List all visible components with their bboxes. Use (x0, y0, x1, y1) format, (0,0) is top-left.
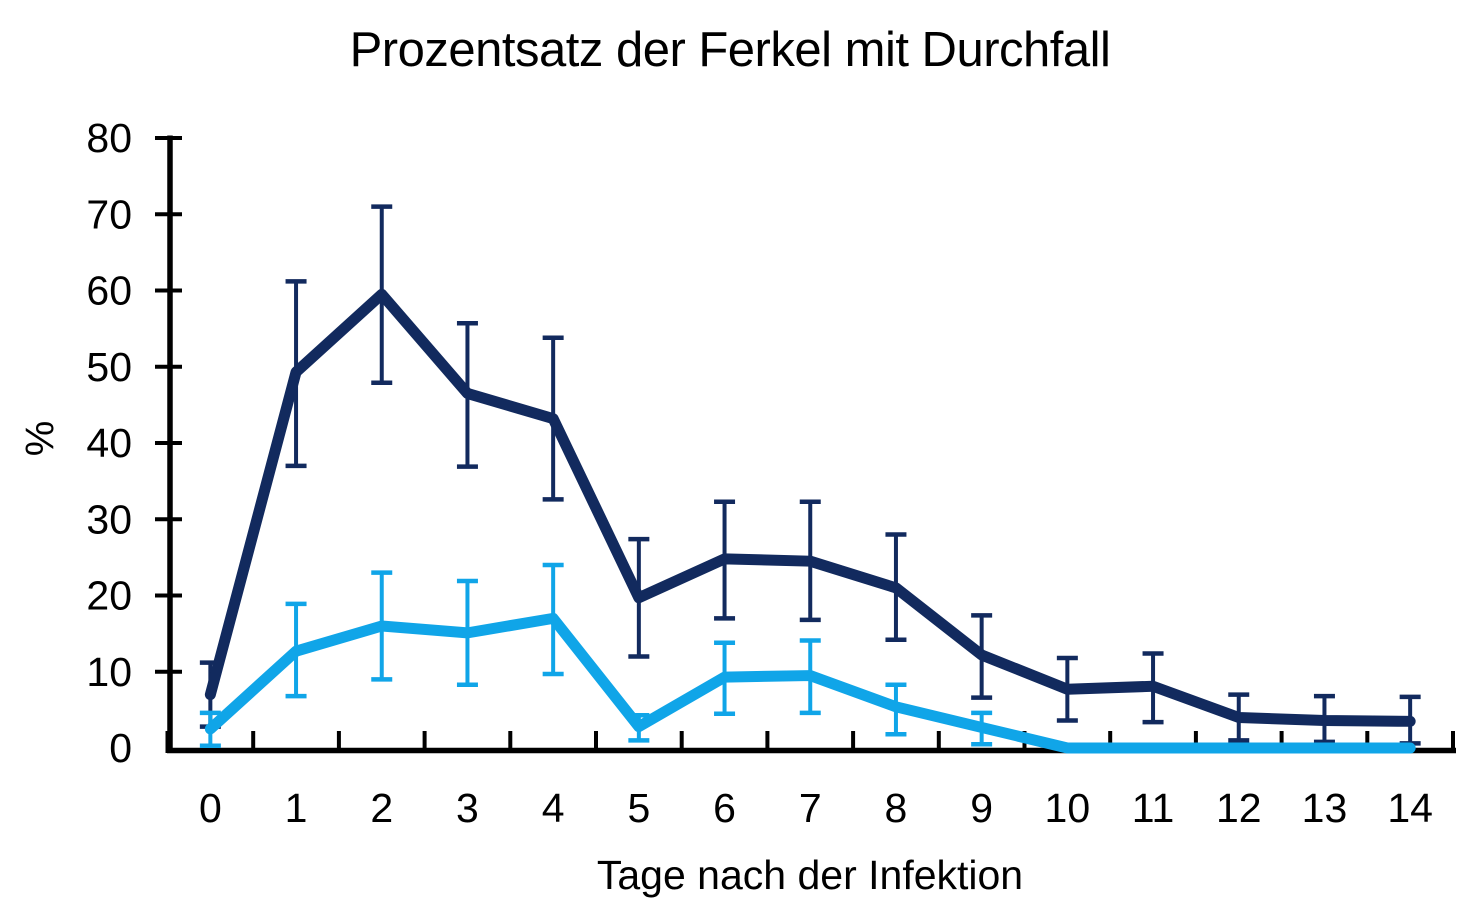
x-tick-label: 6 (713, 785, 736, 831)
y-tick-label: 10 (86, 649, 132, 695)
x-tick-label: 3 (456, 785, 479, 831)
x-tick-label: 1 (285, 785, 308, 831)
x-tick-label: 2 (370, 785, 393, 831)
x-tick-label: 14 (1387, 785, 1433, 831)
x-tick-label: 7 (799, 785, 822, 831)
y-tick-label: 40 (86, 420, 132, 466)
x-tick-label: 0 (199, 785, 222, 831)
y-tick-label: 60 (86, 268, 132, 314)
x-tick-label: 13 (1302, 785, 1348, 831)
y-tick-label: 0 (109, 725, 132, 771)
y-tick-label: 20 (86, 573, 132, 619)
x-tick-label: 11 (1132, 785, 1175, 831)
x-tick-label: 12 (1216, 785, 1262, 831)
x-axis-title: Tage nach der Infektion (596, 852, 1024, 898)
x-tick-label: 10 (1045, 785, 1091, 831)
x-tick-label: 9 (970, 785, 993, 831)
y-tick-label: 80 (86, 115, 132, 161)
chart-title: Prozentsatz der Ferkel mit Durchfall (349, 23, 1111, 77)
series-dark-blue (204, 288, 1416, 727)
x-tick-label: 8 (885, 785, 908, 831)
y-tick-label: 30 (86, 496, 132, 542)
y-tick-label: 50 (86, 344, 132, 390)
x-tick-label: 4 (542, 785, 565, 831)
x-tick-label: 5 (627, 785, 650, 831)
series-light-blue (204, 612, 1416, 754)
y-tick-label: 70 (86, 191, 132, 237)
